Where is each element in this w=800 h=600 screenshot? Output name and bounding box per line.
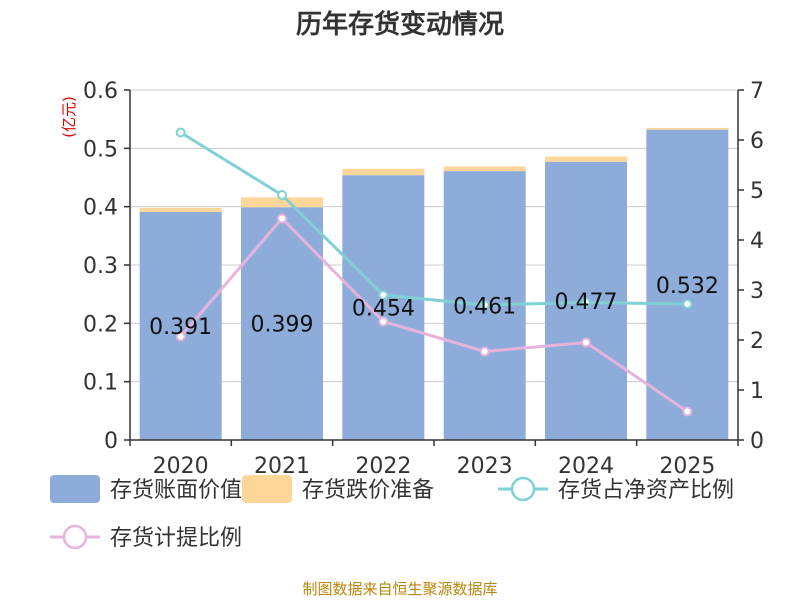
bar-value-label: 0.391 xyxy=(149,315,212,340)
legend-swatch xyxy=(242,475,292,503)
legend-label: 存货计提比例 xyxy=(110,526,242,551)
x-tick-label: 2020 xyxy=(153,454,209,479)
line-net-asset-ratio xyxy=(179,131,688,307)
right-tick-label: 5 xyxy=(750,179,764,204)
point-net-asset-ratio xyxy=(175,127,186,138)
bar-impairment xyxy=(241,197,323,208)
bar-labels: 0.391 0.399 0.454 0.461 0.477 0.532 xyxy=(149,274,719,340)
point-provision-ratio xyxy=(581,337,591,348)
legend-marker xyxy=(62,524,88,550)
bar-impairment xyxy=(443,166,526,172)
x-tick-label: 2021 xyxy=(254,454,310,479)
right-tick-label: 2 xyxy=(750,329,764,354)
bar-book-value xyxy=(342,175,425,440)
bar-value-label: 0.532 xyxy=(656,274,719,299)
point-net-asset-ratio xyxy=(479,300,490,310)
gridlines xyxy=(130,89,738,441)
bar-value-label: 0.477 xyxy=(555,290,618,315)
left-tick-label: 0 xyxy=(104,429,118,454)
x-tick-label: 2023 xyxy=(457,454,513,479)
bars xyxy=(139,127,729,441)
legend-swatch xyxy=(50,475,100,503)
legend-label: 存货占净资产比例 xyxy=(558,478,734,503)
bar-impairment xyxy=(342,168,425,176)
left-tick-label: 0.6 xyxy=(83,79,118,104)
legend-label: 存货跌价准备 xyxy=(302,478,434,503)
right-tick-label: 3 xyxy=(750,279,764,304)
source-note: 制图数据来自恒生聚源数据库 xyxy=(302,580,497,598)
unit-label: (亿元) xyxy=(60,96,78,138)
point-net-asset-ratio xyxy=(682,299,693,309)
left-tick-label: 0.1 xyxy=(83,371,118,396)
chart-title: 历年存货变动情况 xyxy=(296,9,504,40)
left-tick-label: 0.3 xyxy=(83,254,118,279)
point-net-asset-ratio xyxy=(277,190,287,200)
bar-impairment xyxy=(646,127,729,130)
point-provision-ratio xyxy=(175,331,186,342)
bar-book-value xyxy=(646,129,729,440)
right-tick-label: 4 xyxy=(750,229,764,254)
line-provision-ratio xyxy=(179,216,689,413)
right-tick-label: 0 xyxy=(750,429,764,454)
bar-impairment xyxy=(139,207,222,212)
bar-book-value xyxy=(139,211,222,440)
bar-value-label: 0.399 xyxy=(251,313,314,338)
bar-value-label: 0.461 xyxy=(453,295,516,320)
right-tick-label: 1 xyxy=(750,379,764,404)
bar-impairment xyxy=(545,156,627,162)
right-tick-label: 6 xyxy=(750,129,764,154)
right-tick-label: 7 xyxy=(750,79,764,104)
point-provision-ratio xyxy=(378,316,389,327)
left-tick-label: 0.2 xyxy=(83,312,118,337)
line-series xyxy=(175,127,693,417)
point-provision-ratio xyxy=(479,346,490,357)
x-tick-label: 2024 xyxy=(558,454,614,479)
point-net-asset-ratio xyxy=(581,297,591,308)
x-tick-label: 2022 xyxy=(355,454,411,479)
axes: 0 0.1 0.2 0.3 0.4 0.5 0.6 0 1 2 3 4 5 6 7 2020 2021 2022 2… xyxy=(83,79,764,479)
x-tick-label: 2025 xyxy=(659,454,715,479)
point-provision-ratio xyxy=(277,213,287,224)
bar-value-label: 0.454 xyxy=(352,297,415,322)
point-provision-ratio xyxy=(682,406,693,417)
legend-label: 存货账面价值 xyxy=(110,478,242,503)
legend-marker xyxy=(510,476,536,502)
point-net-asset-ratio xyxy=(378,290,389,300)
left-tick-label: 0.4 xyxy=(83,196,118,221)
left-tick-label: 0.5 xyxy=(83,137,118,162)
